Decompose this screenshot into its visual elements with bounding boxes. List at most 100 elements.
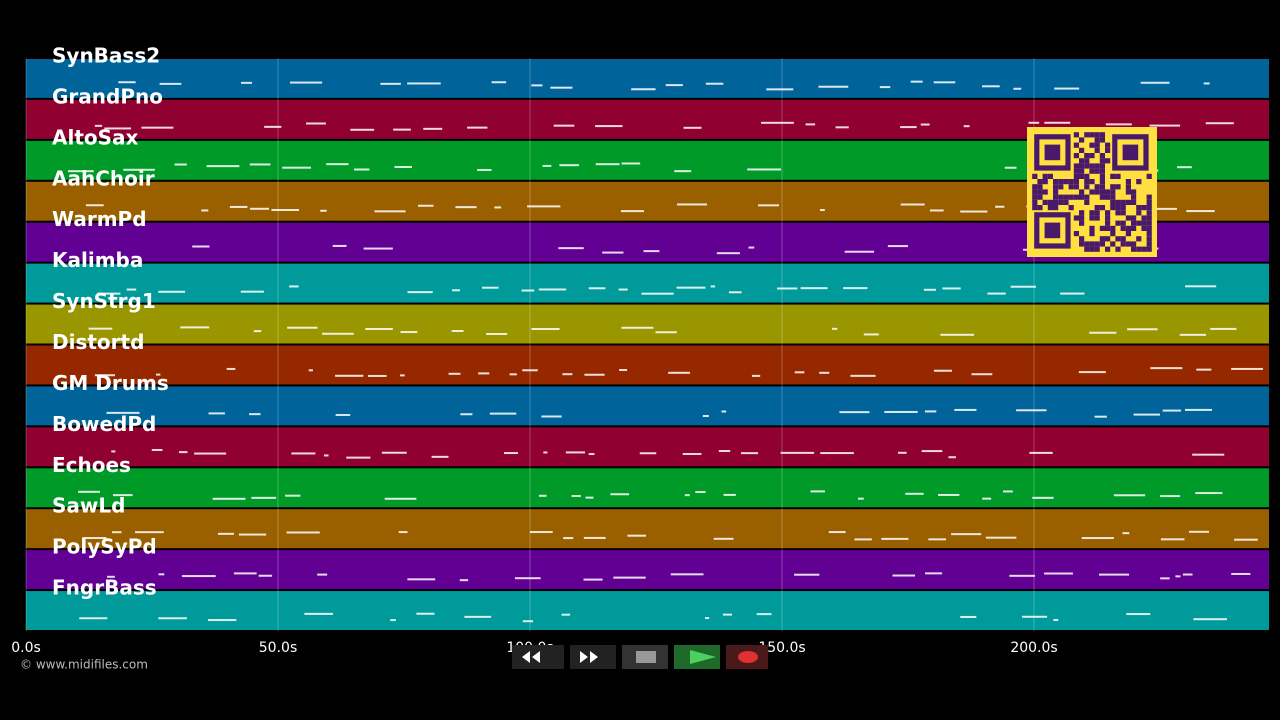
note — [722, 613, 733, 616]
note — [583, 536, 606, 539]
note — [97, 292, 121, 295]
note — [716, 252, 740, 255]
note — [879, 86, 891, 89]
note — [1122, 532, 1130, 535]
note — [710, 285, 716, 288]
note — [1205, 122, 1234, 125]
note — [381, 451, 407, 454]
note — [1028, 121, 1040, 124]
note — [1029, 451, 1053, 454]
qr-module — [1115, 205, 1121, 211]
note — [585, 496, 594, 499]
note — [530, 531, 553, 534]
track-name: SawLd — [52, 494, 125, 518]
qr-module — [1105, 210, 1111, 216]
qr-finder-core — [1044, 222, 1061, 239]
qr-module — [1053, 205, 1059, 211]
qr-module — [1089, 231, 1095, 237]
note — [550, 86, 573, 89]
qr-module — [1084, 158, 1090, 164]
qr-module — [1115, 236, 1121, 242]
qr-module — [1058, 179, 1064, 185]
qr-module — [1089, 215, 1095, 221]
qr-module — [1099, 158, 1105, 164]
qr-module — [1125, 241, 1131, 247]
note — [217, 532, 234, 535]
note — [111, 450, 116, 453]
note — [335, 413, 351, 416]
note — [777, 287, 798, 290]
note — [363, 247, 393, 250]
note — [521, 289, 535, 292]
note — [1099, 573, 1130, 576]
qr-module — [1110, 189, 1116, 195]
note — [384, 497, 417, 500]
note — [346, 456, 371, 459]
qr-module — [1125, 184, 1131, 190]
note — [794, 371, 805, 374]
qr-module — [1058, 194, 1064, 200]
note — [643, 250, 660, 253]
note — [464, 615, 492, 618]
qr-module — [1079, 173, 1085, 179]
note — [1196, 368, 1212, 371]
note — [881, 537, 909, 540]
note — [1160, 495, 1181, 498]
note — [1094, 415, 1107, 418]
qr-module — [1105, 225, 1111, 231]
note — [282, 166, 312, 169]
note — [1010, 285, 1036, 288]
note — [558, 247, 584, 250]
note — [212, 497, 246, 500]
note — [350, 128, 375, 131]
note — [106, 411, 140, 414]
note — [844, 250, 875, 253]
note — [905, 492, 924, 495]
note — [481, 286, 499, 289]
qr-module — [1094, 205, 1100, 211]
note — [1184, 408, 1213, 411]
qr-module — [1131, 241, 1137, 247]
qr-module — [1068, 205, 1074, 211]
qr-module — [1099, 173, 1105, 179]
note — [1179, 333, 1206, 336]
note — [960, 615, 977, 618]
qr-module — [1094, 184, 1100, 190]
qr-module — [1037, 194, 1043, 200]
qr-module — [1105, 194, 1111, 200]
qr-module — [1089, 241, 1095, 247]
note — [982, 85, 1000, 88]
qr-module — [1079, 241, 1085, 247]
qr-module — [1125, 215, 1131, 221]
qr-module — [1141, 225, 1147, 231]
note — [400, 374, 405, 377]
qr-module — [1131, 199, 1137, 205]
qr-module — [1099, 205, 1105, 211]
time-tick-label: 200.0s — [1010, 640, 1057, 656]
note — [1149, 124, 1181, 127]
note — [810, 490, 825, 493]
note — [705, 617, 710, 620]
qr-module — [1084, 199, 1090, 205]
note — [583, 578, 603, 581]
note — [1140, 81, 1170, 84]
qr-module — [1079, 210, 1085, 216]
qr-module — [1094, 168, 1100, 174]
qr-module — [1073, 215, 1079, 221]
note — [740, 452, 759, 455]
note — [723, 493, 736, 496]
note — [289, 81, 323, 84]
note — [250, 207, 270, 210]
note — [118, 81, 136, 84]
note — [559, 164, 580, 167]
note — [271, 208, 300, 211]
track-name: WarmPd — [52, 207, 147, 231]
qr-module — [1073, 132, 1079, 138]
note — [705, 82, 724, 85]
note — [1053, 619, 1059, 622]
note — [522, 369, 538, 372]
note — [104, 127, 132, 130]
note — [562, 373, 573, 376]
note — [800, 287, 828, 290]
qr-module — [1099, 153, 1105, 159]
